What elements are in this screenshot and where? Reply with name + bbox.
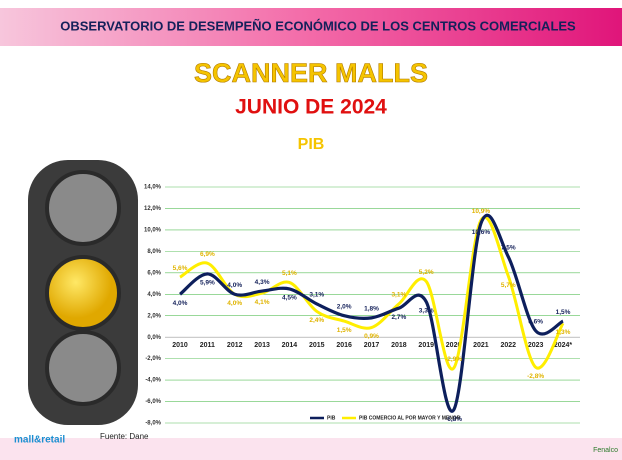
y-tick-label: 10,0% — [144, 227, 162, 233]
value-label: 3,1% — [391, 292, 406, 299]
y-tick-label: 6,0% — [147, 270, 161, 276]
y-tick-label: -4,0% — [145, 378, 161, 384]
legend-label: PIB COMERCIO AL POR MAYOR Y MENOR — [359, 415, 461, 421]
chart-title: PIB — [298, 136, 325, 153]
value-label: 4,0% — [173, 300, 188, 307]
x-tick-label: 2019 — [418, 342, 434, 349]
legend-label: PIB — [327, 415, 336, 421]
value-label: 6,9% — [200, 251, 215, 258]
y-tick-label: 12,0% — [144, 206, 162, 212]
logo: mall&retail — [14, 435, 65, 446]
value-label: 0,6% — [528, 318, 543, 325]
y-tick-label: 14,0% — [144, 185, 162, 191]
line-series — [178, 213, 564, 413]
header-title: OBSERVATORIO DE DESEMPEÑO ECONÓMICO DE L… — [60, 18, 576, 33]
x-tick-label: 2024* — [554, 342, 573, 349]
value-label: 4,0% — [227, 300, 242, 307]
y-tick-label: 0,0% — [147, 335, 161, 341]
x-tick-label: 2010 — [172, 342, 188, 349]
header-band — [0, 8, 622, 46]
y-tick-label: -2,0% — [145, 356, 161, 362]
brand: Fenalco — [593, 447, 618, 454]
plot: -8,0% -6,0% -4,0% -2,0% 0,0% 2,0% 4,0% 6,0% 8,0%… — [144, 185, 580, 427]
value-label: -2,8% — [527, 373, 544, 380]
x-tick-label: 2021 — [473, 342, 489, 349]
value-label: 1,8% — [364, 306, 379, 313]
value-label: 5,7% — [501, 282, 516, 289]
value-label: 2,4% — [309, 317, 324, 324]
x-tick-label: 2017 — [364, 342, 380, 349]
value-label: 2,7% — [391, 314, 406, 321]
y-tick-label: -8,0% — [145, 421, 161, 427]
traffic-light — [28, 160, 138, 425]
value-label: 4,5% — [282, 295, 297, 302]
x-tick-label: 2014 — [282, 342, 298, 349]
value-label: -6,8% — [445, 416, 462, 423]
y-tick-label: 4,0% — [147, 292, 161, 298]
footer-band — [0, 438, 622, 460]
source: Fuente: Dane — [100, 432, 149, 441]
value-label: 2,0% — [337, 303, 352, 310]
value-label: -2,9% — [445, 356, 462, 363]
value-label: 5,6% — [173, 265, 188, 272]
value-label: 5,1% — [282, 270, 297, 277]
value-label: 5,2% — [419, 269, 434, 276]
x-tick-label: 2012 — [227, 342, 243, 349]
x-tick-label: 2023 — [528, 342, 544, 349]
heading: SCANNER MALLS — [194, 58, 428, 88]
value-label: 3,1% — [309, 292, 324, 299]
value-label: 7,5% — [501, 244, 516, 251]
value-label: 1,5% — [337, 327, 352, 334]
value-label: 1,3% — [556, 329, 571, 336]
y-tick-label: 8,0% — [147, 249, 161, 255]
value-label: 5,9% — [200, 280, 215, 287]
y-tick-label: 2,0% — [147, 313, 161, 319]
x-tick-label: 2020 — [446, 342, 462, 349]
value-label: 10,9% — [472, 208, 491, 215]
x-tick-label: 2015 — [309, 342, 325, 349]
x-tick-label: 2018 — [391, 342, 407, 349]
value-label: 10,6% — [472, 229, 491, 236]
value-label: 4,3% — [255, 279, 270, 286]
value-label: 0,9% — [364, 333, 379, 340]
y-tick-label: -6,0% — [145, 399, 161, 405]
date: JUNIO DE 2024 — [235, 96, 387, 119]
x-tick-label: 2022 — [500, 342, 516, 349]
x-tick-label: 2011 — [200, 342, 215, 349]
x-tick-label: 2016 — [336, 342, 352, 349]
x-tick-label: 2013 — [254, 342, 270, 349]
value-label: 4,0% — [227, 282, 242, 289]
value-label: 4,1% — [255, 299, 270, 306]
value-label: 1,5% — [556, 309, 571, 316]
value-label: 3,3% — [419, 308, 434, 315]
